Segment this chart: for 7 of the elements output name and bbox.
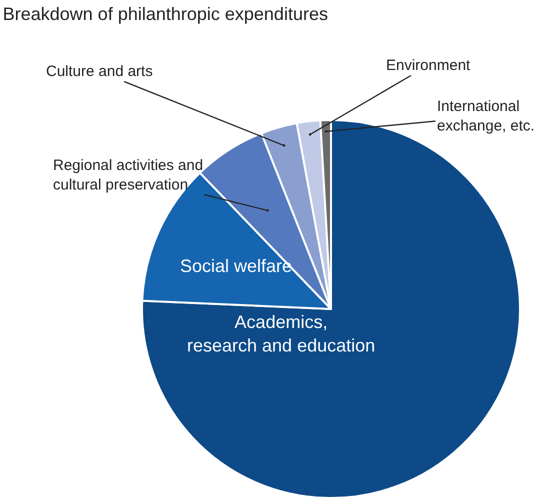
chart-title: Breakdown of philanthropic expenditures: [2, 4, 328, 24]
slice-label: Regional activities and cultural preservation: [53, 157, 204, 194]
slice-label: Environment: [386, 57, 472, 74]
slice-label: Social welfare: [180, 256, 292, 276]
slice-label: Culture and arts: [46, 63, 153, 80]
slice-label: International exchange, etc.: [437, 98, 535, 134]
slice-label: Academics, research and education: [187, 312, 376, 356]
